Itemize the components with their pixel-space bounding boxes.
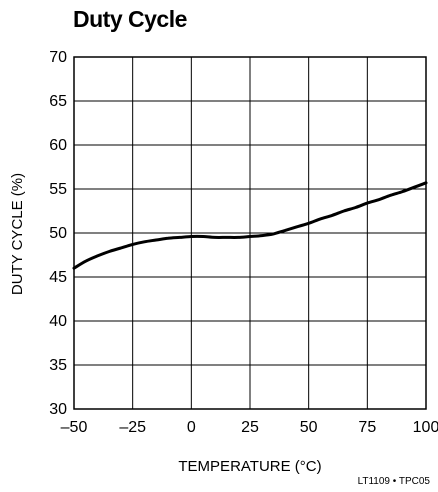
x-axis-label: TEMPERATURE (°C) bbox=[178, 458, 321, 475]
y-tick-label: 40 bbox=[49, 313, 67, 330]
y-tick-label: 60 bbox=[49, 137, 67, 154]
y-tick-label: 45 bbox=[49, 269, 67, 286]
x-tick-label: 100 bbox=[413, 419, 438, 436]
y-tick-labels: 30 35 40 45 50 55 60 65 70 bbox=[49, 49, 67, 418]
y-tick-label: 55 bbox=[49, 181, 67, 198]
y-tick-label: 65 bbox=[49, 93, 67, 110]
x-tick-label: 0 bbox=[187, 419, 196, 436]
series-line-duty-cycle bbox=[72, 181, 428, 270]
x-tick-label: 25 bbox=[241, 419, 259, 436]
x-tick-label: 50 bbox=[300, 419, 318, 436]
y-tick-label: 30 bbox=[49, 401, 67, 418]
x-tick-labels: –50 –25 0 25 50 75 100 bbox=[61, 419, 438, 436]
y-axis-label: DUTY CYCLE (%) bbox=[9, 173, 26, 295]
y-tick-label: 70 bbox=[49, 49, 67, 66]
grid-lines bbox=[74, 57, 426, 409]
x-tick-label: –50 bbox=[61, 419, 88, 436]
x-tick-label: 75 bbox=[358, 419, 376, 436]
figure-code: LT1109 • TPC05 bbox=[357, 476, 430, 487]
y-tick-label: 35 bbox=[49, 357, 67, 374]
plot-frame bbox=[73, 56, 427, 410]
y-tick-label: 50 bbox=[49, 225, 67, 242]
chart-title: Duty Cycle bbox=[73, 6, 187, 32]
x-tick-label: –25 bbox=[119, 419, 146, 436]
